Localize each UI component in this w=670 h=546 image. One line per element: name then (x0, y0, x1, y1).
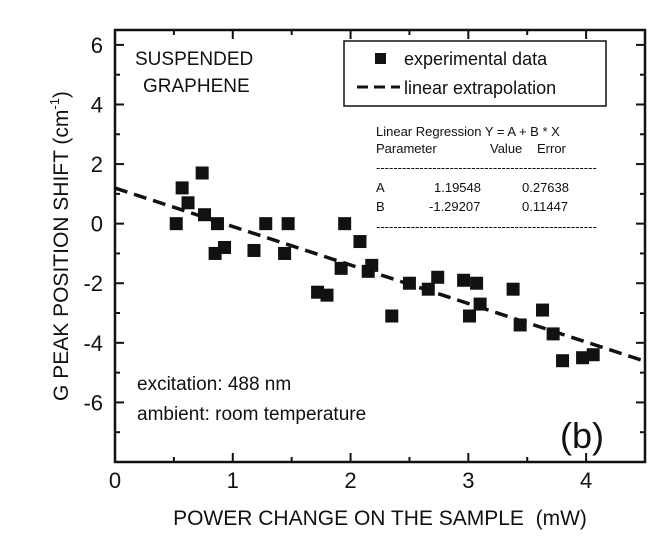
data-point (513, 318, 527, 332)
ambient-label: ambient: room temperature (137, 404, 366, 425)
data-point (334, 261, 348, 275)
y-tick-label: 6 (91, 33, 103, 58)
y-tick-label: -6 (83, 390, 103, 415)
data-point (198, 208, 212, 222)
x-tick-label: 3 (462, 468, 474, 493)
excitation-label: excitation: 488 nm (137, 374, 291, 395)
x-tick-label: 4 (580, 468, 592, 493)
regression-row-a-value: 1.19548 (434, 180, 481, 195)
legend: experimental data linear extrapolation (343, 40, 607, 107)
y-axis-title-superscript: -1 (47, 98, 62, 110)
axis-ticks: 0 1 2 3 4 -6 -4 -2 0 2 4 6 (83, 30, 646, 493)
regression-row-a-param: A (376, 180, 385, 195)
data-point (463, 309, 477, 323)
data-point (473, 297, 487, 311)
y-tick-label: 4 (91, 92, 103, 117)
data-point (365, 258, 379, 272)
legend-marker-experimental (375, 53, 386, 64)
regression-header-value: Value (490, 141, 522, 156)
legend-box (343, 40, 607, 107)
regression-row-b-param: B (376, 199, 385, 214)
data-point (259, 217, 273, 231)
data-point (536, 303, 550, 317)
regression-separator-bottom: ----------------------------------------… (376, 219, 597, 234)
data-point (175, 181, 189, 195)
y-tick-label: -2 (83, 271, 103, 296)
data-point (169, 217, 183, 231)
regression-table: Linear Regression Y = A + B * X Paramete… (376, 124, 597, 234)
sample-label-line2: GRAPHENE (143, 76, 250, 97)
x-axis-title: POWER CHANGE ON THE SAMPLE (mW) (173, 507, 587, 530)
x-tick-label: 2 (344, 468, 356, 493)
y-axis-title: G PEAK POSITION SHIFT (cm-1) (47, 91, 73, 401)
data-point (431, 270, 445, 284)
data-point (195, 166, 209, 180)
data-point (385, 309, 399, 323)
data-point (338, 217, 352, 231)
data-point (181, 196, 195, 210)
legend-label-linear: linear extrapolation (404, 78, 556, 98)
data-point (576, 351, 590, 365)
y-tick-label: 2 (91, 152, 103, 177)
regression-title: Linear Regression Y = A + B * X (376, 124, 560, 139)
data-point (218, 240, 232, 254)
fit-line-layer (114, 186, 646, 363)
x-tick-label: 0 (109, 468, 121, 493)
y-axis-title-close: ) (50, 91, 73, 98)
data-point (506, 282, 520, 296)
data-points-layer (169, 166, 600, 368)
data-point (320, 288, 334, 302)
data-point (210, 217, 224, 231)
panel-label: (b) (560, 415, 604, 456)
data-point (586, 348, 600, 362)
regression-header-parameter: Parameter (376, 141, 437, 156)
data-point (353, 235, 367, 249)
data-point (281, 217, 295, 231)
data-point (546, 327, 560, 341)
sample-label-line1: SUSPENDED (135, 49, 253, 70)
plot-frame (113, 28, 647, 464)
data-point (402, 276, 416, 290)
y-tick-label: -4 (83, 331, 103, 356)
linear-extrapolation-line (114, 186, 646, 363)
data-point (421, 282, 435, 296)
regression-separator-top: ----------------------------------------… (376, 160, 597, 175)
regression-row-b-value: -1.29207 (429, 199, 480, 214)
y-axis-title-main: G PEAK POSITION SHIFT (cm (50, 110, 73, 401)
x-tick-label: 1 (227, 468, 239, 493)
data-point (470, 276, 484, 290)
legend-label-experimental: experimental data (404, 49, 548, 69)
data-point (247, 243, 261, 257)
data-point (457, 273, 471, 287)
regression-row-a-error: 0.27638 (522, 180, 569, 195)
data-point (556, 354, 570, 368)
regression-header-error: Error (537, 141, 567, 156)
regression-row-b-error: 0.11447 (522, 199, 568, 214)
data-point (278, 246, 292, 260)
y-tick-label: 0 (91, 212, 103, 237)
